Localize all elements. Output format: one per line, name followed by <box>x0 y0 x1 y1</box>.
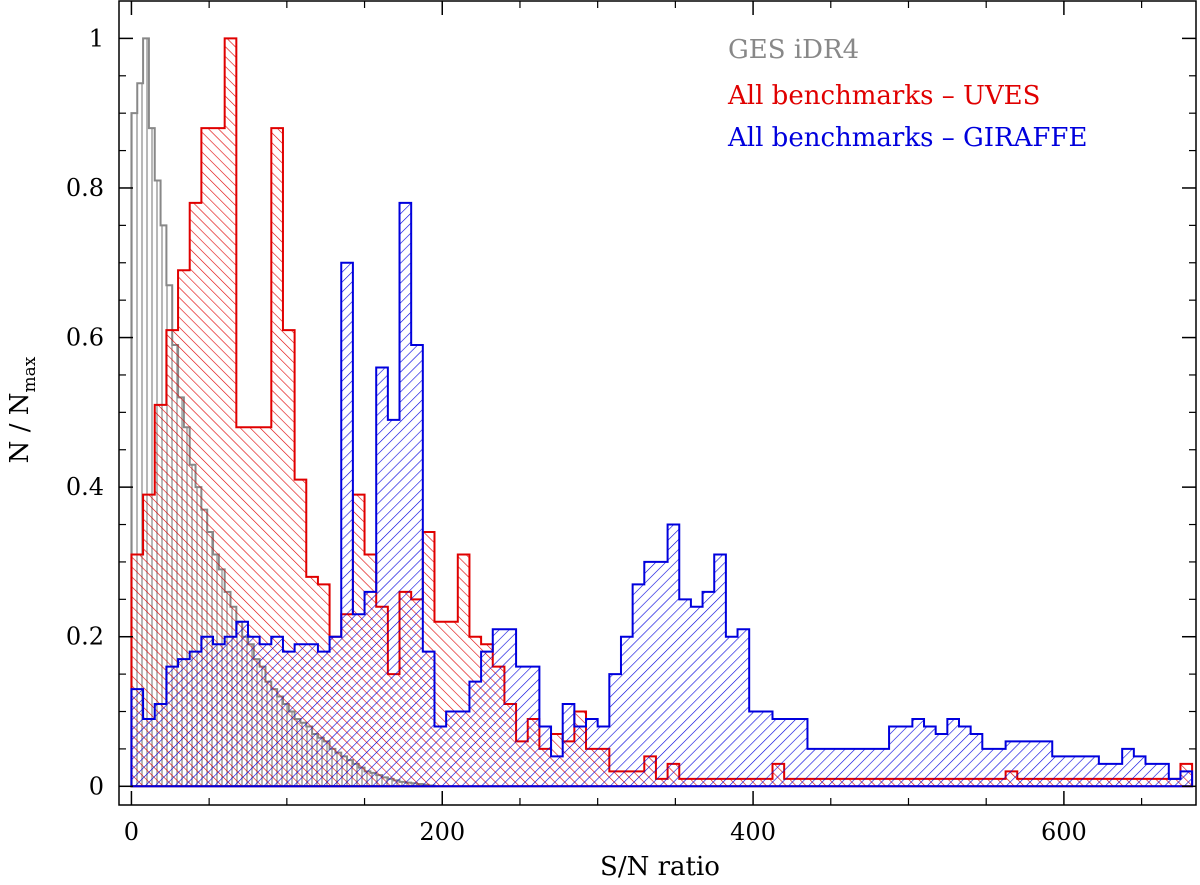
x-tick-label: 400 <box>730 818 776 846</box>
y-tick-label: 0 <box>89 772 104 800</box>
series-outline <box>130 201 1194 788</box>
y-tick-label: 0.8 <box>66 174 104 202</box>
series-hatch <box>131 202 1193 787</box>
x-tick-label: 200 <box>419 818 465 846</box>
y-axis-title-subscript: max <box>20 356 40 392</box>
x-tick-label: 600 <box>1041 818 1087 846</box>
y-tick-label: 1 <box>89 24 104 52</box>
y-axis-title: N / Nmax <box>5 356 40 463</box>
y-tick-label: 0.6 <box>66 324 104 352</box>
x-tick-label: 0 <box>124 818 139 846</box>
y-tick-label: 0.4 <box>66 473 104 501</box>
y-axis-title-main: N / N <box>5 393 35 464</box>
legend-entry: All benchmarks – UVES <box>727 81 1040 111</box>
plot-frame <box>118 0 1197 806</box>
labels-layer: 0 200 400 600 0 0.2 0.4 0.6 0.8 1 <box>66 24 1087 846</box>
y-tick-label: 0.2 <box>66 623 104 651</box>
legend-entry: GES iDR4 <box>728 35 859 65</box>
series-layer <box>130 37 1194 788</box>
series-2 <box>130 201 1194 788</box>
legend-entry: All benchmarks – GIRAFFE <box>727 123 1087 153</box>
legend: GES iDR4 All benchmarks – UVES All benchma… <box>727 35 1087 153</box>
ticks-layer <box>119 1 1196 805</box>
x-axis-title: S/N ratio <box>600 852 720 882</box>
